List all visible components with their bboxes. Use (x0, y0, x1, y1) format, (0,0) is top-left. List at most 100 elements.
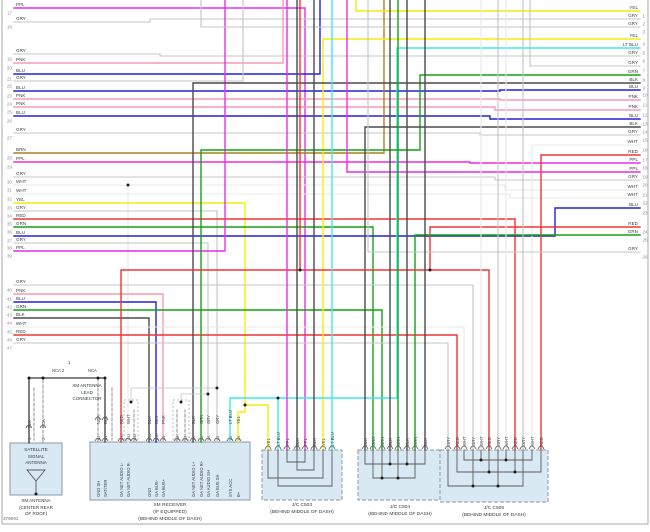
terminal-arc (197, 437, 205, 442)
receiver-pin-wire-color: GRN (199, 415, 204, 424)
junction-dot (428, 268, 432, 272)
receiver-pin-wire-color: RED (119, 415, 124, 424)
xm-antenna-lead-connector-label: XM ANTENNA LEAD CONNECTOR (72, 383, 102, 402)
junction-dot (380, 476, 384, 480)
jc-pin-wire-color: BLK (312, 438, 317, 446)
wire-gry (13, 132, 641, 136)
diagram-reference-number: 379091 (3, 516, 19, 521)
left-wire-number: 35 (7, 222, 13, 227)
terminal-arc (485, 445, 493, 450)
wire-gry (13, 342, 449, 451)
wire-grn (414, 234, 641, 451)
terminal-arc (453, 445, 461, 450)
receiver-pin-wire-color: NCA (96, 415, 101, 424)
right-wire-number: 15 (643, 138, 649, 143)
right-wire-color-label: BLU (629, 202, 638, 207)
receiver-pin-function: GA NET AUDIO L+ (191, 461, 196, 497)
terminal-arc (189, 437, 197, 442)
junction-dot (41, 376, 45, 380)
right-wire-number: 16 (643, 148, 649, 153)
jc-pin-wire-color: RED (487, 437, 492, 446)
right-wire-color-label: GRY (628, 50, 638, 55)
terminal-arc (293, 445, 301, 450)
wire-gry (13, 18, 641, 23)
jc-pin-wire-color: PPL (303, 437, 308, 446)
right-wire-color-label: GRY (628, 13, 638, 18)
terminal-arc (301, 445, 309, 450)
wire-red (13, 334, 458, 451)
jc-c503-box (261, 449, 343, 501)
junction-dot (487, 470, 491, 474)
wire-grn (200, 74, 641, 443)
left-wire-number: 38 (7, 246, 13, 251)
left-wire-color-label: GRY (16, 171, 26, 176)
jc-pin-wire-color: BLK (423, 438, 428, 446)
junction-dot (103, 376, 107, 380)
shield-outline (123, 399, 139, 441)
xm-antenna-location-label: XM ANTENNA (CENTER REAR OF ROOF) (19, 498, 53, 517)
receiver-pin-wire-color: PNK (161, 415, 166, 424)
junction-dot (179, 400, 183, 404)
wire-red (429, 226, 641, 271)
terminal-arc (117, 437, 125, 442)
right-wire-number: 8 (643, 78, 646, 83)
shield-outline (172, 399, 190, 441)
satellite-signal-antenna-label: SATELLITE SIGNAL ANTENNA (24, 447, 48, 466)
terminal-arc (25, 424, 33, 429)
left-wire-color-label: PPL (16, 156, 25, 161)
left-wire-number: 17 (7, 11, 13, 16)
wire-ltblu (229, 47, 641, 443)
right-wire-color-label: GRN (628, 229, 638, 234)
right-wire-color-label: PPL (629, 166, 638, 171)
left-wire-color-label: BLU (16, 68, 25, 73)
right-wire-color-label: GRY (628, 21, 638, 26)
wire-gry (13, 242, 209, 443)
terminal-arc (264, 445, 272, 450)
receiver-pin-wire-color: WHT (126, 414, 131, 424)
left-wire-number: 30 (7, 180, 13, 185)
wire-blk (13, 317, 150, 443)
right-wire-number: 18 (643, 166, 649, 171)
right-wire-color-label: PNK (629, 94, 639, 99)
left-wire-color-label: PNK (16, 93, 26, 98)
terminal-arc (444, 445, 452, 450)
wire-wht (531, 144, 641, 451)
receiver-pin-id: A3 (216, 436, 220, 440)
receiver-pin-wire-color: BLK (103, 416, 108, 424)
left-wire-number: 36 (7, 230, 13, 235)
left-wire-number: 33 (7, 206, 13, 211)
right-wire-number: 21 (643, 193, 649, 198)
receiver-pin-id: A14 (120, 434, 124, 440)
terminal-arc (477, 445, 485, 450)
wire-ppl (13, 7, 306, 451)
wire-grn (13, 309, 383, 451)
left-wire-color-label: GRY (16, 75, 26, 80)
terminal-arc (101, 437, 109, 442)
wire-gry (130, 387, 218, 403)
terminal-arc (469, 445, 477, 450)
junction-dot (96, 376, 100, 380)
wire-red (540, 154, 641, 451)
left-wire-number: 34 (7, 214, 13, 219)
wire-red (13, 218, 516, 451)
antenna-connector-label: NCA (88, 368, 97, 373)
junction-dot (27, 376, 31, 380)
left-wire-color-label: PNK (16, 288, 26, 293)
terminal-arc (411, 445, 419, 450)
junction-dot (496, 484, 500, 488)
right-wire-color-label: PPL (629, 157, 638, 162)
receiver-pin-function: GA NET AUDIO R- (126, 461, 131, 497)
left-wire-color-label: GRY (16, 237, 26, 242)
terminal-arc (173, 437, 181, 442)
wire-ppl (13, 161, 641, 164)
receiver-pin-function: GND (147, 488, 152, 497)
receiver-pin-id: A12 (133, 434, 137, 440)
terminal-arc (124, 437, 132, 442)
left-wire-number: 43 (7, 313, 13, 318)
left-wire-number: 18 (7, 25, 13, 30)
right-wire-number: 25 (643, 238, 649, 243)
junction-dot (388, 462, 392, 466)
jc-pin-wire-color: GRN (396, 437, 401, 446)
jc-pin-wire-color: BLK (405, 438, 410, 446)
